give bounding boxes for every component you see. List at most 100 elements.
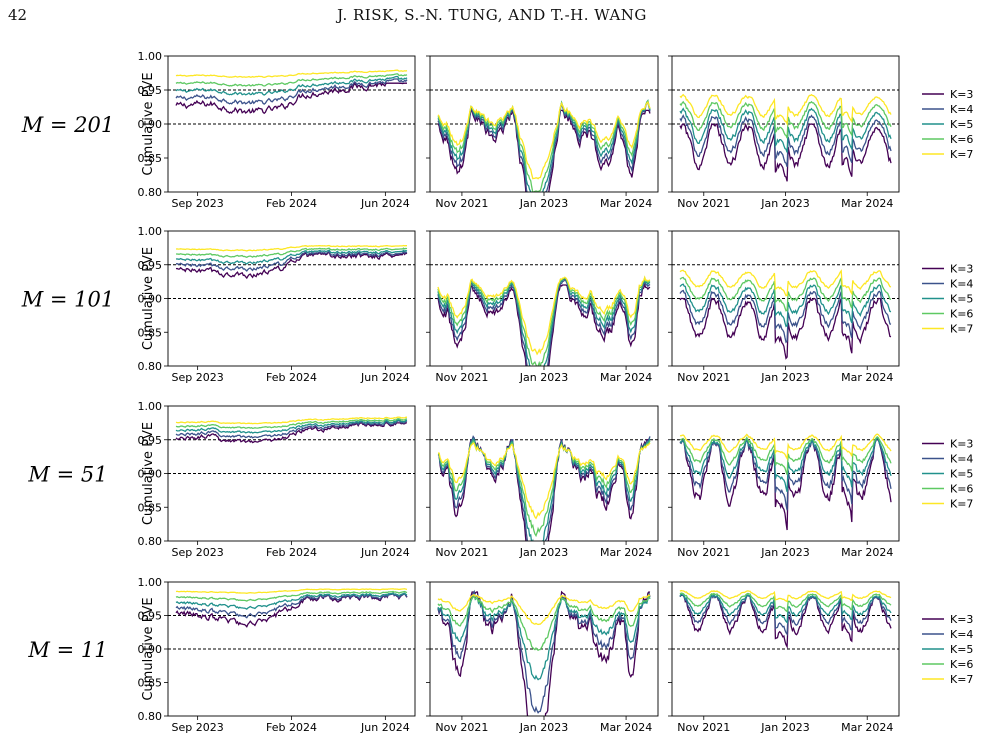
row-label: M = 11 bbox=[27, 638, 107, 662]
series-line-k3 bbox=[679, 122, 892, 182]
legend-label: K=3 bbox=[950, 613, 973, 626]
x-tick-label: Mar 2024 bbox=[600, 371, 652, 384]
panel-frame bbox=[429, 55, 659, 193]
series-line-k5 bbox=[175, 75, 408, 96]
legend-label: K=7 bbox=[950, 673, 973, 686]
series-line-k4 bbox=[437, 435, 651, 541]
x-tick-label: Jun 2024 bbox=[360, 546, 410, 559]
x-tick-label: Feb 2024 bbox=[266, 371, 317, 384]
series-line-k5 bbox=[679, 283, 892, 328]
x-tick-label: Mar 2024 bbox=[600, 197, 652, 210]
series-line-k4 bbox=[437, 102, 651, 192]
row-label: M = 201 bbox=[21, 113, 115, 137]
series-line-k6 bbox=[679, 436, 892, 475]
y-tick-label: 1.00 bbox=[138, 400, 163, 413]
legend-label: K=5 bbox=[950, 468, 973, 481]
x-tick-label: Jun 2024 bbox=[360, 721, 410, 734]
y-tick-label: 0.80 bbox=[138, 710, 163, 723]
y-tick-label: 0.85 bbox=[138, 326, 163, 339]
y-tick-label: 0.85 bbox=[138, 677, 163, 690]
series-line-k6 bbox=[437, 275, 651, 366]
series-line-k6 bbox=[437, 439, 651, 538]
series-line-k6 bbox=[679, 592, 892, 613]
y-tick-label: 1.00 bbox=[138, 50, 163, 63]
series-line-k3 bbox=[175, 251, 408, 280]
series-line-k7 bbox=[175, 244, 408, 252]
y-tick-label: 1.00 bbox=[138, 576, 163, 589]
series-line-k5 bbox=[175, 592, 408, 610]
x-tick-label: Jan 2023 bbox=[519, 197, 568, 210]
x-tick-label: Mar 2024 bbox=[841, 197, 893, 210]
series-line-k5 bbox=[679, 436, 892, 493]
series-line-k4 bbox=[679, 114, 892, 167]
series-line-k4 bbox=[175, 420, 408, 439]
series-line-k7 bbox=[679, 433, 892, 461]
series-line-k7 bbox=[175, 416, 408, 425]
legend-label: K=6 bbox=[950, 133, 973, 146]
series-line-k4 bbox=[437, 278, 651, 366]
x-tick-label: Nov 2021 bbox=[677, 721, 730, 734]
x-tick-label: Jan 2023 bbox=[519, 371, 568, 384]
legend-label: K=4 bbox=[950, 278, 973, 291]
series-line-k5 bbox=[175, 419, 408, 434]
series-line-k5 bbox=[437, 277, 651, 366]
series-line-k3 bbox=[679, 296, 892, 360]
x-tick-label: Feb 2024 bbox=[266, 197, 317, 210]
series-line-k7 bbox=[175, 69, 408, 78]
x-tick-label: Jan 2023 bbox=[519, 721, 568, 734]
series-line-k7 bbox=[437, 100, 651, 180]
x-tick-label: Jan 2023 bbox=[760, 197, 809, 210]
x-tick-label: Mar 2024 bbox=[841, 546, 893, 559]
series-line-k4 bbox=[175, 592, 408, 619]
series-line-k7 bbox=[175, 588, 408, 594]
series-line-k5 bbox=[679, 107, 892, 153]
series-line-k6 bbox=[437, 595, 651, 651]
series-line-k6 bbox=[175, 73, 408, 87]
x-tick-label: Sep 2023 bbox=[172, 371, 224, 384]
x-tick-label: Mar 2024 bbox=[841, 371, 893, 384]
x-tick-label: Sep 2023 bbox=[172, 197, 224, 210]
series-line-k4 bbox=[679, 289, 892, 344]
series-line-k3 bbox=[175, 82, 407, 115]
y-tick-label: 0.90 bbox=[138, 468, 163, 481]
legend-label: K=4 bbox=[950, 103, 973, 116]
legend-label: K=5 bbox=[950, 293, 973, 306]
legend-label: K=6 bbox=[950, 483, 973, 496]
x-tick-label: Jan 2023 bbox=[760, 371, 809, 384]
legend-label: K=5 bbox=[950, 643, 973, 656]
series-line-k3 bbox=[437, 109, 651, 192]
y-tick-label: 0.80 bbox=[138, 535, 163, 548]
series-line-k3 bbox=[175, 422, 407, 444]
x-tick-label: Feb 2024 bbox=[266, 546, 317, 559]
x-tick-label: Feb 2024 bbox=[266, 721, 317, 734]
legend-label: K=4 bbox=[950, 628, 973, 641]
x-tick-label: Jan 2023 bbox=[760, 546, 809, 559]
series-line-k6 bbox=[679, 100, 892, 139]
y-tick-label: 0.90 bbox=[138, 643, 163, 656]
y-tick-label: 0.80 bbox=[138, 360, 163, 373]
legend-label: K=3 bbox=[950, 438, 973, 451]
y-tick-label: 0.80 bbox=[138, 186, 163, 199]
y-axis-label: Cumulative PVE bbox=[141, 247, 156, 350]
series-line-k4 bbox=[175, 78, 408, 105]
page-number: 42 bbox=[8, 6, 28, 24]
x-tick-label: Jun 2024 bbox=[360, 371, 410, 384]
x-tick-label: Jan 2023 bbox=[519, 546, 568, 559]
legend-label: K=7 bbox=[950, 148, 973, 161]
x-tick-label: Mar 2024 bbox=[841, 721, 893, 734]
x-tick-label: Nov 2021 bbox=[435, 721, 488, 734]
y-tick-label: 1.00 bbox=[138, 225, 163, 238]
x-tick-label: Nov 2021 bbox=[677, 197, 730, 210]
series-line-k6 bbox=[175, 418, 408, 429]
legend-label: K=7 bbox=[950, 323, 973, 336]
row-label: M = 51 bbox=[27, 463, 107, 487]
legend-label: K=3 bbox=[950, 88, 973, 101]
y-tick-label: 0.95 bbox=[138, 610, 163, 623]
series-line-k7 bbox=[437, 275, 651, 356]
x-tick-label: Jan 2023 bbox=[760, 721, 809, 734]
series-line-k7 bbox=[437, 593, 651, 626]
series-line-k6 bbox=[679, 276, 892, 312]
x-tick-label: Nov 2021 bbox=[677, 546, 730, 559]
x-tick-label: Nov 2021 bbox=[435, 371, 488, 384]
series-line-k7 bbox=[679, 93, 892, 127]
